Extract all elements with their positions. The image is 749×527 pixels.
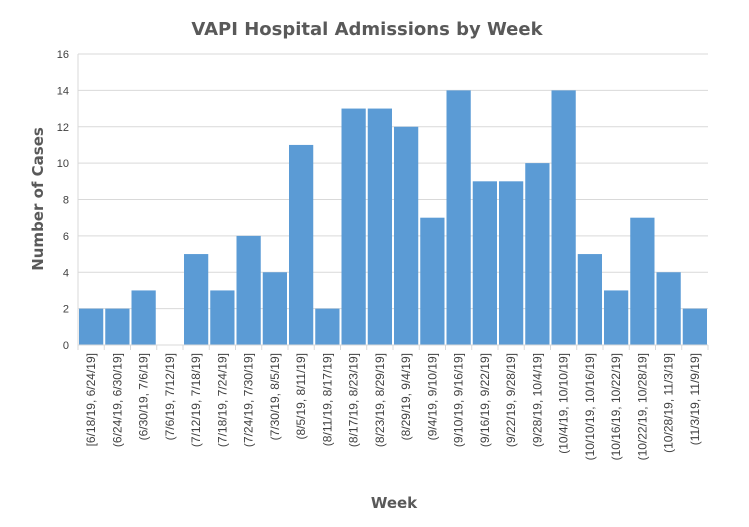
y-tick-label: 8 (63, 195, 69, 207)
x-tick-label: (11/3/19, 11/9/19] (688, 353, 702, 445)
y-tick-label: 12 (57, 122, 69, 134)
y-tick-label: 14 (57, 85, 69, 97)
bar (341, 108, 366, 345)
x-tick-label: (8/17/19, 8/23/19] (347, 353, 361, 447)
x-tick-label: (10/10/19, 10/16/19] (583, 353, 597, 460)
x-axis-ticks: [6/18/19, 6/24/19] (6/24/19, 6/30/19] (6/3… (77, 345, 709, 460)
chart-title: VAPI Hospital Admissions by Week (191, 19, 543, 40)
bar (394, 126, 419, 345)
x-tick-label: (7/12/19, 7/18/19] (189, 353, 203, 447)
y-tick-label: 10 (57, 158, 69, 170)
bar (315, 308, 340, 345)
x-axis-label: Week (371, 494, 418, 512)
x-tick-label: (9/10/19, 9/16/19] (452, 353, 466, 447)
x-tick-label: (8/29/19, 9/4/19] (399, 353, 413, 440)
x-tick-label: (6/24/19, 6/30/19] (110, 353, 124, 447)
x-tick-label: (10/4/19, 10/10/19] (557, 353, 571, 454)
x-tick-label: (6/30/19, 7/6/19] (137, 353, 151, 440)
bar (446, 90, 471, 345)
x-tick-label: (8/5/19, 8/11/19] (294, 353, 308, 440)
x-tick-label: (9/4/19, 9/10/19] (425, 353, 439, 440)
bar (656, 272, 681, 345)
bar (420, 217, 445, 345)
bars (79, 90, 707, 345)
x-tick-label: (8/23/19, 8/29/19] (373, 353, 387, 447)
bar (289, 144, 314, 345)
bar (367, 108, 392, 345)
bar (472, 181, 497, 345)
bar (630, 217, 655, 345)
x-tick-label: (10/22/19, 10/28/19] (635, 353, 649, 460)
bar (499, 181, 524, 345)
bar (105, 308, 130, 345)
x-tick-label: (9/28/19, 10/4/19] (530, 353, 544, 447)
y-tick-label: 6 (63, 231, 69, 243)
x-tick-label: (7/30/19, 8/5/19] (268, 353, 282, 440)
x-tick-label: (7/6/19, 7/12/19] (163, 353, 177, 440)
bar (604, 290, 629, 345)
bar (577, 254, 602, 345)
x-tick-label: (10/16/19, 10/22/19] (609, 353, 623, 460)
x-tick-label: (10/28/19, 11/3/19] (662, 353, 676, 453)
gridlines (77, 53, 708, 345)
bar (525, 163, 550, 345)
x-tick-label: (7/18/19, 7/24/19] (215, 353, 229, 447)
x-tick-label: (9/16/19, 9/22/19] (478, 353, 492, 447)
bar (184, 254, 209, 345)
y-tick-label: 4 (63, 267, 69, 279)
x-tick-label: [6/18/19, 6/24/19] (84, 353, 98, 446)
bar (236, 235, 261, 345)
y-axis-ticks: 0 2 4 6 8 10 12 14 16 (57, 49, 69, 352)
bar (131, 290, 156, 345)
bar (551, 90, 576, 345)
x-tick-label: (9/22/19, 9/28/19] (504, 353, 518, 447)
x-tick-label: (7/24/19, 7/30/19] (242, 353, 256, 447)
y-tick-label: 0 (63, 340, 69, 352)
y-tick-label: 16 (57, 49, 69, 61)
bar (210, 290, 235, 345)
bar (682, 308, 707, 345)
x-tick-label: (8/11/19, 8/17/19] (320, 353, 334, 446)
bar (262, 272, 287, 345)
bar (79, 308, 104, 345)
y-axis-label: Number of Cases (29, 127, 47, 271)
y-tick-label: 2 (63, 304, 69, 316)
